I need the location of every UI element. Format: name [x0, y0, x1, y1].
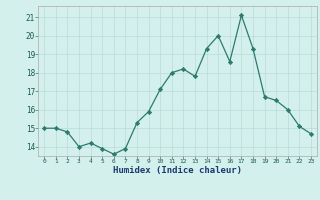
- X-axis label: Humidex (Indice chaleur): Humidex (Indice chaleur): [113, 166, 242, 175]
